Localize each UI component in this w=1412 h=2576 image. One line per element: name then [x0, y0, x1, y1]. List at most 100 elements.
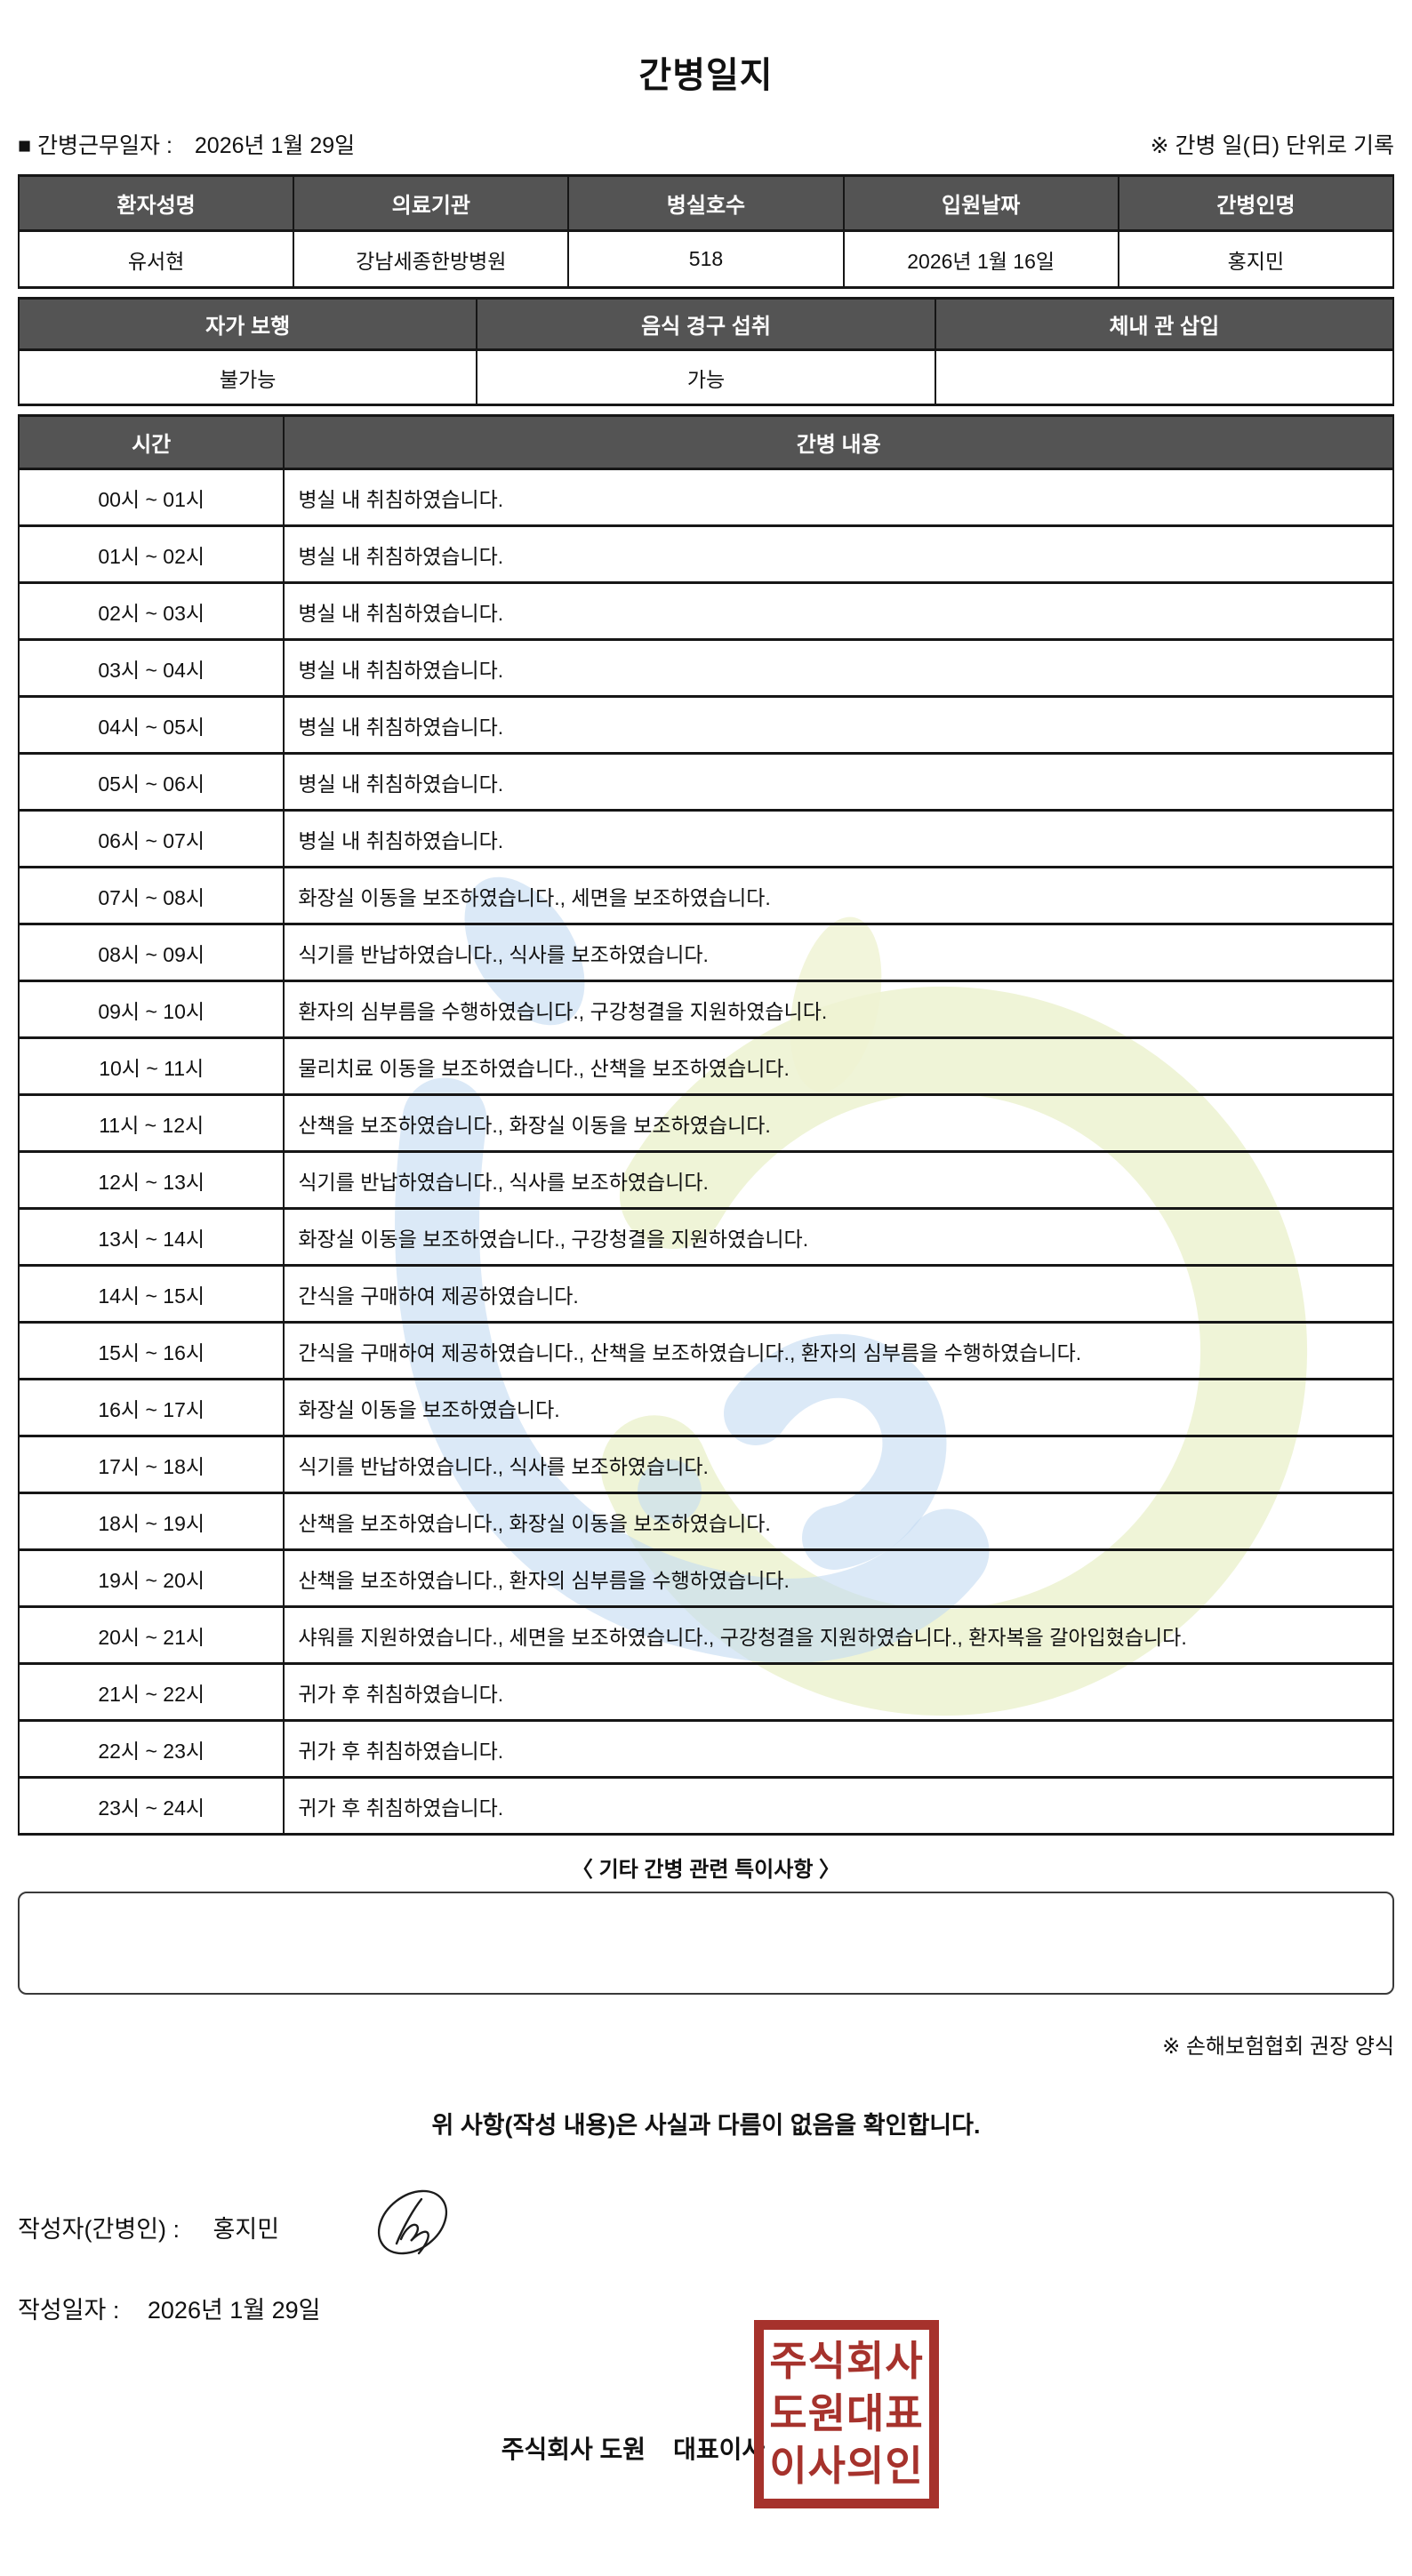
log-row: 04시 ~ 05시 병실 내 취침하였습니다.: [17, 695, 1394, 755]
log-row: 06시 ~ 07시 병실 내 취침하였습니다.: [17, 809, 1394, 868]
status-tube: [934, 348, 1395, 406]
time-cell: 00시 ~ 01시: [17, 468, 285, 527]
content-cell: 병실 내 취침하였습니다.: [283, 695, 1394, 755]
caregiver-name: 홍지민: [1117, 229, 1395, 289]
special-notes-title: 〈 기타 간병 관련 특이사항 〉: [571, 1858, 841, 1882]
log-row: 16시 ~ 17시 화장실 이동을 보조하였습니다.: [17, 1378, 1394, 1437]
patient-header-row: 환자성명 의료기관 병실호수 입원날짜 간병인명: [17, 174, 1395, 232]
status-header-tube: 체내 관 삽입: [934, 297, 1395, 351]
log-header-time: 시간: [17, 414, 285, 470]
status-header-walking: 자가 보행: [17, 297, 478, 351]
time-cell: 02시 ~ 03시: [17, 581, 285, 641]
content-cell: 산책을 보조하였습니다., 환자의 심부름을 수행하였습니다.: [283, 1548, 1394, 1608]
confirmation-statement: 위 사항(작성 내용)은 사실과 다름이 없음을 확인합니다.: [431, 2112, 981, 2139]
time-cell: 04시 ~ 05시: [17, 695, 285, 755]
patient-header-hospital: 의료기관: [293, 174, 570, 232]
time-cell: 05시 ~ 06시: [17, 752, 285, 812]
special-notes-box: [18, 1892, 1394, 1995]
status-oral-intake: 가능: [476, 348, 936, 406]
patient-value-row: 유서현 강남세종한방병원 518 2026년 1월 16일 홍지민: [17, 229, 1395, 289]
log-header-content: 간병 내용: [283, 414, 1394, 470]
time-cell: 06시 ~ 07시: [17, 809, 285, 868]
time-cell: 21시 ~ 22시: [17, 1662, 285, 1722]
company-line: 주식회사 도원 대표이사: [501, 2436, 766, 2463]
log-row: 09시 ~ 10시 환자의 심부름을 수행하였습니다., 구강청결을 지원하였습니…: [17, 980, 1394, 1039]
log-row: 00시 ~ 01시 병실 내 취침하였습니다.: [17, 468, 1394, 527]
time-cell: 19시 ~ 20시: [17, 1548, 285, 1608]
time-cell: 23시 ~ 24시: [17, 1776, 285, 1836]
status-header-oral-intake: 음식 경구 섭취: [476, 297, 936, 351]
log-row: 23시 ~ 24시 귀가 후 취침하였습니다.: [17, 1776, 1394, 1836]
status-walking: 불가능: [17, 348, 478, 406]
log-row: 10시 ~ 11시 물리치료 이동을 보조하였습니다., 산책을 보조하였습니다.: [17, 1036, 1394, 1096]
content-cell: 귀가 후 취침하였습니다.: [283, 1776, 1394, 1836]
log-row: 20시 ~ 21시 샤워를 지원하였습니다., 세면을 보조하였습니다., 구강청…: [17, 1605, 1394, 1665]
log-row: 19시 ~ 20시 산책을 보조하였습니다., 환자의 심부름을 수행하였습니다.: [17, 1548, 1394, 1608]
content-cell: 샤워를 지원하였습니다., 세면을 보조하였습니다., 구강청결을 지원하였습니…: [283, 1605, 1394, 1665]
company-row: 주식회사 도원 대표이사 주식회사 도원대표 이사의인: [18, 2320, 1394, 2523]
time-cell: 09시 ~ 10시: [17, 980, 285, 1039]
log-row: 07시 ~ 08시 화장실 이동을 보조하였습니다., 세면을 보조하였습니다.: [17, 866, 1394, 925]
log-row: 03시 ~ 04시 병실 내 취침하였습니다.: [17, 638, 1394, 698]
patient-header-name: 환자성명: [17, 174, 295, 232]
seal-line: 주식회사: [769, 2338, 924, 2384]
content-cell: 식기를 반납하였습니다., 식사를 보조하였습니다.: [283, 1435, 1394, 1494]
content-cell: 간식을 구매하여 제공하였습니다., 산책을 보조하였습니다., 환자의 심부름…: [283, 1321, 1394, 1380]
page-title: 간병일지: [638, 56, 774, 95]
writer-label: 작성자(간병인) :: [18, 2216, 181, 2243]
content-cell: 화장실 이동을 보조하였습니다., 세면을 보조하였습니다.: [283, 866, 1394, 925]
patient-header-room: 병실호수: [567, 174, 845, 232]
writing-date-row: 작성일자 : 2026년 1월 29일: [18, 2291, 1394, 2325]
admission-date: 2026년 1월 16일: [842, 229, 1119, 289]
time-cell: 01시 ~ 02시: [17, 524, 285, 584]
caregiving-work-date-value: 2026년 1월 29일: [194, 133, 356, 158]
caregiving-work-date: ■ 간병근무일자 : 2026년 1월 29일: [18, 128, 355, 160]
content-cell: 귀가 후 취침하였습니다.: [283, 1662, 1394, 1722]
patient-header-admission-date: 입원날짜: [842, 174, 1119, 232]
time-cell: 03시 ~ 04시: [17, 638, 285, 698]
log-row: 18시 ~ 19시 산책을 보조하였습니다., 화장실 이동을 보조하였습니다.: [17, 1492, 1394, 1551]
signature: [377, 2189, 448, 2255]
log-row: 17시 ~ 18시 식기를 반납하였습니다., 식사를 보조하였습니다.: [17, 1435, 1394, 1494]
time-cell: 08시 ~ 09시: [17, 923, 285, 982]
meta-row: ■ 간병근무일자 : 2026년 1월 29일 ※ 간병 일(日) 단위로 기록: [18, 128, 1394, 160]
hospital-name: 강남세종한방병원: [293, 229, 570, 289]
log-row: 22시 ~ 23시 귀가 후 취침하였습니다.: [17, 1719, 1394, 1779]
content-cell: 환자의 심부름을 수행하였습니다., 구강청결을 지원하였습니다.: [283, 980, 1394, 1039]
content-cell: 병실 내 취침하였습니다.: [283, 752, 1394, 812]
content-cell: 간식을 구매하여 제공하였습니다.: [283, 1264, 1394, 1324]
content-cell: 병실 내 취침하였습니다.: [283, 581, 1394, 641]
log-header-row: 시간 간병 내용: [17, 414, 1394, 470]
content-cell: 병실 내 취침하였습니다.: [283, 468, 1394, 527]
time-cell: 07시 ~ 08시: [17, 866, 285, 925]
form-note: ※ 손해보험협회 권장 양식: [1162, 2035, 1394, 2059]
log-row: 21시 ~ 22시 귀가 후 취침하였습니다.: [17, 1662, 1394, 1722]
log-row: 11시 ~ 12시 산책을 보조하였습니다., 화장실 이동을 보조하였습니다.: [17, 1093, 1394, 1153]
care-log-table: 시간 간병 내용 00시 ~ 01시 병실 내 취침하였습니다. 01시 ~ 02…: [17, 414, 1394, 1836]
time-cell: 10시 ~ 11시: [17, 1036, 285, 1096]
writer-row: 작성자(간병인) : 홍지민: [18, 2189, 1394, 2255]
time-cell: 17시 ~ 18시: [17, 1435, 285, 1494]
log-row: 01시 ~ 02시 병실 내 취침하였습니다.: [17, 524, 1394, 584]
seal-line: 도원대표: [769, 2390, 924, 2436]
content-cell: 병실 내 취침하였습니다.: [283, 809, 1394, 868]
time-cell: 18시 ~ 19시: [17, 1492, 285, 1551]
content-cell: 산책을 보조하였습니다., 화장실 이동을 보조하였습니다.: [283, 1093, 1394, 1153]
log-row: 13시 ~ 14시 화장실 이동을 보조하였습니다., 구강청결을 지원하였습니다…: [17, 1207, 1394, 1267]
patient-name: 유서현: [17, 229, 295, 289]
content-cell: 병실 내 취침하였습니다.: [283, 524, 1394, 584]
unit-note: ※ 간병 일(日) 단위로 기록: [1150, 133, 1394, 158]
log-row: 14시 ~ 15시 간식을 구매하여 제공하였습니다.: [17, 1264, 1394, 1324]
content-cell: 산책을 보조하였습니다., 화장실 이동을 보조하였습니다.: [283, 1492, 1394, 1551]
time-cell: 22시 ~ 23시: [17, 1719, 285, 1779]
seal-line: 이사의인: [769, 2444, 924, 2490]
content-cell: 병실 내 취침하였습니다.: [283, 638, 1394, 698]
content-cell: 식기를 반납하였습니다., 식사를 보조하였습니다.: [283, 923, 1394, 982]
patient-header-caregiver: 간병인명: [1117, 174, 1395, 232]
log-row: 15시 ~ 16시 간식을 구매하여 제공하였습니다., 산책을 보조하였습니다.…: [17, 1321, 1394, 1380]
time-cell: 13시 ~ 14시: [17, 1207, 285, 1267]
status-header-row: 자가 보행 음식 경구 섭취 체내 관 삽입: [17, 297, 1395, 351]
time-cell: 20시 ~ 21시: [17, 1605, 285, 1665]
content-cell: 화장실 이동을 보조하였습니다.: [283, 1378, 1394, 1437]
